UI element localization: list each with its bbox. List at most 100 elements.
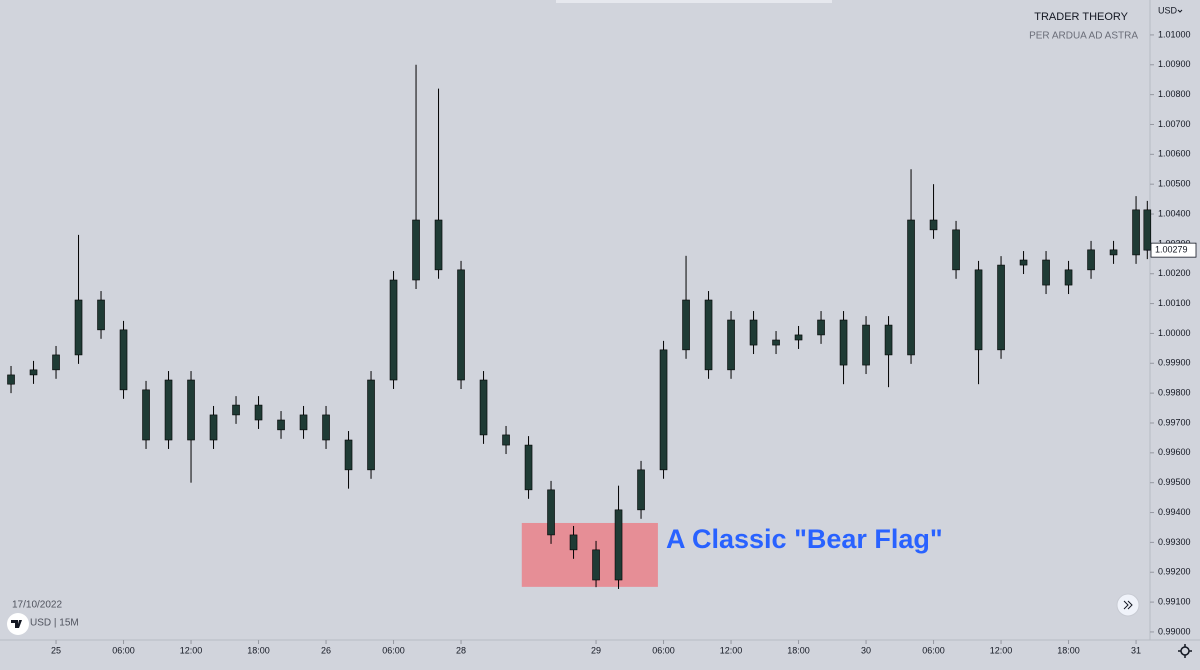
candle-body bbox=[974, 269, 983, 351]
x-tick-label: 28 bbox=[456, 645, 466, 655]
y-tick-label: 1.00200 bbox=[1158, 268, 1191, 278]
y-tick-label: 1.00600 bbox=[1158, 149, 1191, 159]
x-tick-label: 18:00 bbox=[1057, 645, 1080, 655]
x-tick-label: 30 bbox=[861, 645, 871, 655]
x-tick-label: 26 bbox=[321, 645, 331, 655]
candle-body bbox=[412, 219, 420, 281]
scroll-button[interactable] bbox=[1116, 593, 1140, 617]
candle-body bbox=[907, 219, 915, 356]
candle-body bbox=[659, 349, 668, 471]
y-tick-label: 1.00100 bbox=[1158, 298, 1191, 308]
candle-body bbox=[1109, 249, 1118, 256]
candle-body bbox=[1087, 249, 1095, 271]
candle-body bbox=[74, 299, 83, 356]
currency-chevron bbox=[1177, 9, 1183, 13]
y-tick-label: 1.00700 bbox=[1158, 119, 1191, 129]
y-tick-label: 0.99600 bbox=[1158, 447, 1191, 457]
x-tick-label: 18:00 bbox=[787, 645, 810, 655]
candle-body bbox=[164, 379, 173, 441]
candle-body bbox=[322, 414, 330, 441]
candle-body bbox=[1019, 259, 1028, 266]
logo[interactable] bbox=[7, 613, 29, 635]
candle-body bbox=[344, 439, 353, 471]
y-tick-label: 0.99700 bbox=[1158, 417, 1191, 427]
candle-body bbox=[434, 219, 443, 271]
candle-body bbox=[479, 379, 488, 436]
candle-body bbox=[547, 489, 555, 536]
candle-body bbox=[884, 324, 893, 356]
currency-selector[interactable]: USD bbox=[1158, 5, 1178, 15]
y-tick-label: 1.00500 bbox=[1158, 179, 1191, 189]
y-tick-label: 1.00900 bbox=[1158, 59, 1191, 69]
x-tick-label: 12:00 bbox=[180, 645, 203, 655]
y-tick-label: 0.99200 bbox=[1158, 567, 1191, 577]
y-tick-label: 0.99400 bbox=[1158, 507, 1191, 517]
watermark-title: TRADER THEORY bbox=[1034, 11, 1128, 23]
candle-body bbox=[277, 419, 285, 431]
x-tick-label: 12:00 bbox=[990, 645, 1013, 655]
last-price-box bbox=[1150, 242, 1197, 258]
candle-body bbox=[232, 404, 240, 416]
scroll-icon bbox=[1123, 600, 1133, 610]
candle-body bbox=[187, 379, 195, 441]
candle-body bbox=[569, 534, 578, 551]
candle-body bbox=[1132, 209, 1140, 256]
y-tick-label: 0.99800 bbox=[1158, 388, 1191, 398]
x-tick-label: 06:00 bbox=[382, 645, 405, 655]
x-tick-label: 31 bbox=[1131, 645, 1141, 655]
gear-teeth bbox=[1178, 644, 1192, 658]
annotation: A Classic "Bear Flag" bbox=[666, 524, 943, 554]
candle-body bbox=[682, 299, 690, 351]
x-tick-label: 25 bbox=[51, 645, 61, 655]
candle-body bbox=[749, 319, 758, 346]
watermark-subtitle: PER ARDUA AD ASTRA bbox=[1029, 31, 1138, 42]
x-tick-label: 06:00 bbox=[652, 645, 675, 655]
candle-body bbox=[1042, 259, 1050, 286]
highlight-zone bbox=[521, 522, 658, 587]
y-tick-label: 0.99900 bbox=[1158, 358, 1191, 368]
candle-body bbox=[614, 509, 623, 581]
candle-body bbox=[592, 549, 600, 581]
date-label: 17/10/2022 bbox=[12, 600, 62, 611]
candle-body bbox=[817, 319, 825, 336]
candle-body bbox=[952, 229, 960, 271]
y-tick-label: 1.00800 bbox=[1158, 89, 1191, 99]
y-tick-label: 1.01000 bbox=[1158, 29, 1191, 39]
last-price-label: 1.00279 bbox=[1155, 245, 1188, 255]
settings-button[interactable] bbox=[1178, 644, 1192, 658]
candle-body bbox=[839, 319, 848, 366]
y-tick-label: 0.99300 bbox=[1158, 537, 1191, 547]
candle-body bbox=[299, 414, 308, 431]
candle-body bbox=[142, 389, 150, 441]
candle-body bbox=[637, 469, 645, 511]
symbol-info: USD | 15M bbox=[30, 618, 79, 629]
candle-body bbox=[367, 379, 375, 471]
candle-body bbox=[524, 444, 533, 491]
x-tick-label: 18:00 bbox=[247, 645, 270, 655]
candle-body bbox=[794, 334, 803, 341]
candle-body bbox=[29, 369, 38, 376]
x-tick-label: 12:00 bbox=[720, 645, 743, 655]
candle-body bbox=[457, 269, 465, 381]
candle-body bbox=[1064, 269, 1073, 286]
candle-body bbox=[727, 319, 735, 371]
candle-body bbox=[7, 374, 15, 385]
y-tick-label: 0.99100 bbox=[1158, 596, 1191, 606]
y-tick-label: 1.00400 bbox=[1158, 208, 1191, 218]
candle-body bbox=[929, 219, 938, 231]
y-tick-label: 0.99000 bbox=[1158, 626, 1191, 636]
y-tick-label: 0.99500 bbox=[1158, 477, 1191, 487]
candle-body bbox=[862, 324, 870, 366]
candle-body bbox=[997, 264, 1005, 351]
x-tick-label: 29 bbox=[591, 645, 601, 655]
candle-body bbox=[254, 404, 263, 421]
candle-body bbox=[389, 279, 398, 381]
plot-area: 0.99000 0.99100 0.99200 0.99300 0.99400 0.995… bbox=[7, 29, 1197, 655]
top-handle bbox=[556, 0, 832, 3]
candle-body bbox=[1143, 209, 1152, 251]
candle-body bbox=[97, 299, 105, 331]
y-tick-label: 1.00000 bbox=[1158, 328, 1191, 338]
candle-body bbox=[502, 434, 510, 446]
x-tick-label: 06:00 bbox=[922, 645, 945, 655]
